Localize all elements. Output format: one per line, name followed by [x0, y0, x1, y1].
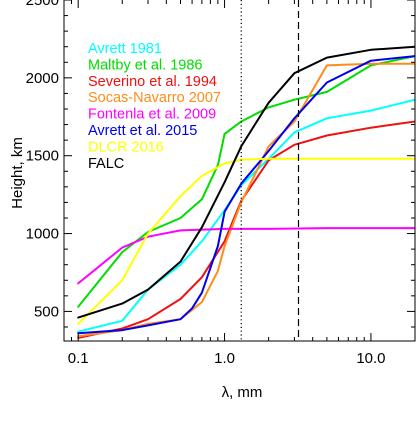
legend-entry-socas-navarro-2007: Socas-Navarro 2007 — [88, 90, 221, 106]
series-line-falc — [77, 45, 415, 319]
axis-ticks-layer: 0.1 1.0 10.0 500 1000 1500 2000 2500 — [26, 0, 415, 367]
legend-entry-avrett-1981: Avrett 1981 — [88, 41, 162, 57]
series-line-dlcr-2016 — [77, 157, 415, 325]
y-tick-label: 2000 — [26, 70, 59, 87]
plot-frame — [63, 0, 416, 342]
y-tick-label: 500 — [34, 303, 59, 320]
x-tick-label: 1.0 — [214, 350, 235, 367]
reference-lines-layer — [240, 0, 300, 341]
legend-entry-fontenla-et-al-2009: Fontenla et al. 2009 — [88, 107, 216, 123]
series-line-fontenla-et-al-2009 — [77, 227, 415, 285]
legend-entry-avrett-et-al-2015: Avrett et al. 2015 — [88, 123, 197, 139]
legend-entry-severino-et-al-1994: Severino et al. 1994 — [88, 74, 217, 90]
y-tick-label: 2500 — [26, 0, 59, 9]
series-lines-layer — [77, 45, 415, 339]
series-line-avrett-et-al-2015 — [77, 55, 415, 335]
y-tick-label: 1500 — [26, 148, 59, 165]
legend-entry-falc: FALC — [88, 156, 124, 172]
legend-entry-dlcr-2016: DLCR 2016 — [88, 139, 164, 155]
series-line-maltby-et-al-1986 — [77, 55, 415, 308]
series-line-severino-et-al-1994 — [77, 120, 415, 339]
series-line-socas-navarro-2007 — [77, 62, 415, 338]
y-axis-label: Height, km — [9, 137, 26, 209]
legend-entry-maltby-et-al-1986: Maltby et al. 1986 — [88, 57, 202, 73]
y-tick-label: 1000 — [26, 226, 59, 243]
x-axis-label: λ, mm — [222, 384, 263, 401]
x-tick-label: 0.1 — [68, 350, 89, 367]
x-tick-label: 10.0 — [356, 350, 385, 367]
